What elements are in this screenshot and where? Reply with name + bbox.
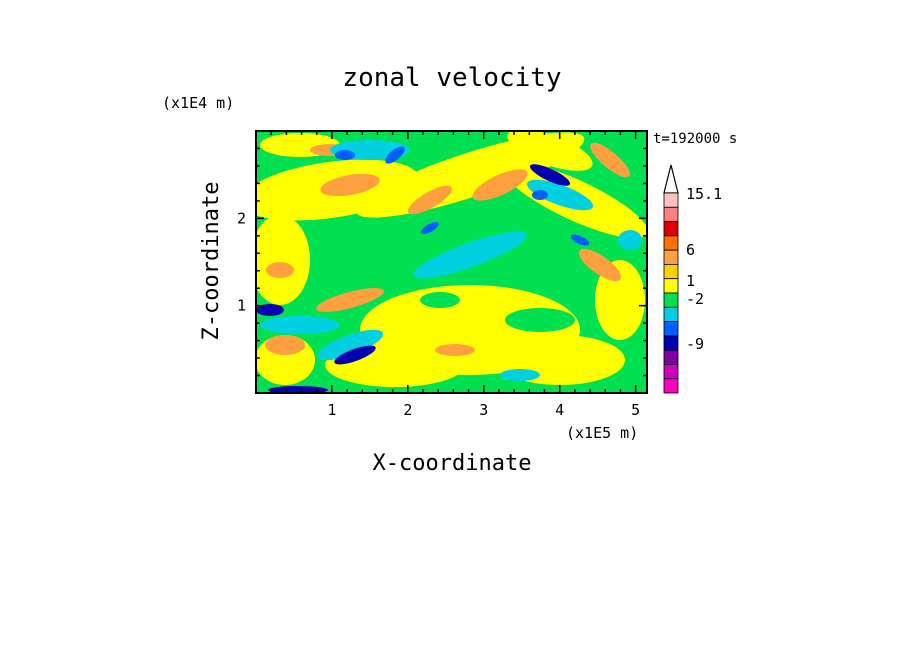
colorbar-swatch (663, 264, 679, 280)
colorbar-swatch (663, 364, 679, 380)
colorbar-swatch (663, 378, 679, 394)
colorbar-swatch (663, 335, 679, 351)
colorbar-arrow (663, 164, 679, 194)
colorbar-label: -2 (686, 290, 704, 308)
contour-patch (500, 369, 540, 381)
x-tick-label: 4 (555, 401, 564, 419)
contour-patch (316, 329, 384, 361)
colorbar-swatch (663, 249, 679, 265)
contour-patch (595, 260, 645, 340)
colorbar-swatch (663, 292, 679, 308)
colorbar-label: 6 (686, 241, 695, 259)
contour-patch (413, 231, 527, 279)
x-tick-label: 5 (631, 401, 640, 419)
x-ticks: 1 2 3 4 5 (270, 131, 640, 419)
contour-patch (570, 234, 590, 246)
contour-patch (256, 215, 310, 305)
colorbar-swatch (663, 221, 679, 237)
x-axis-title: X-coordinate (373, 451, 532, 476)
x-tick-label: 3 (479, 401, 488, 419)
contour-patch (268, 386, 328, 393)
contour-patch (532, 190, 548, 200)
x-tick-label: 1 (327, 401, 336, 419)
contour-patch (320, 173, 380, 197)
contour-patch (472, 169, 528, 201)
contour-patch (526, 179, 594, 211)
colorbar-swatch (663, 235, 679, 251)
contour-patch (266, 262, 294, 278)
contour-patch (618, 230, 642, 250)
chart-title: zonal velocity (342, 63, 561, 93)
contour-patch (407, 185, 453, 215)
contour-patch (385, 146, 405, 164)
colorbar-swatch (663, 192, 679, 208)
contour-patch (265, 335, 305, 355)
y-axis-title: Z-coordinate (199, 182, 224, 341)
colorbar: 15.1 6 1-2 -9 (663, 164, 722, 394)
contour-patch (435, 344, 475, 356)
y-tick-label: 1 (237, 297, 246, 315)
colorbar-swatch (663, 349, 679, 365)
contour-patch (529, 164, 571, 186)
colorbar-swatch (663, 306, 679, 322)
contour-patch (507, 131, 593, 171)
contour-patch (334, 345, 376, 365)
y-ticks: 12 (237, 147, 647, 377)
y-unit-label: (x1E4 m) (162, 94, 234, 112)
contour-patch (316, 288, 384, 312)
colorbar-label: -9 (686, 335, 704, 353)
plot-frame (255, 130, 648, 394)
contour-patch (256, 304, 284, 316)
contour-field (256, 131, 647, 393)
contour-patch (420, 292, 460, 308)
colorbar-swatch (663, 206, 679, 222)
y-tick-label: 2 (237, 209, 246, 227)
colorbar-label: 15.1 (686, 185, 722, 203)
colorbar-swatch (663, 278, 679, 294)
x-tick-label: 2 (403, 401, 412, 419)
x-unit-label: (x1E5 m) (566, 424, 638, 442)
contour-patch (260, 316, 340, 334)
contour-patch (335, 150, 355, 160)
contour-patch (421, 221, 439, 235)
contour-patch (578, 248, 622, 282)
time-label: t=192000 s (653, 131, 737, 147)
colorbar-label: 1 (686, 272, 695, 290)
contour-patch (505, 308, 575, 332)
contour-patch (590, 142, 630, 178)
colorbar-swatch (663, 321, 679, 337)
